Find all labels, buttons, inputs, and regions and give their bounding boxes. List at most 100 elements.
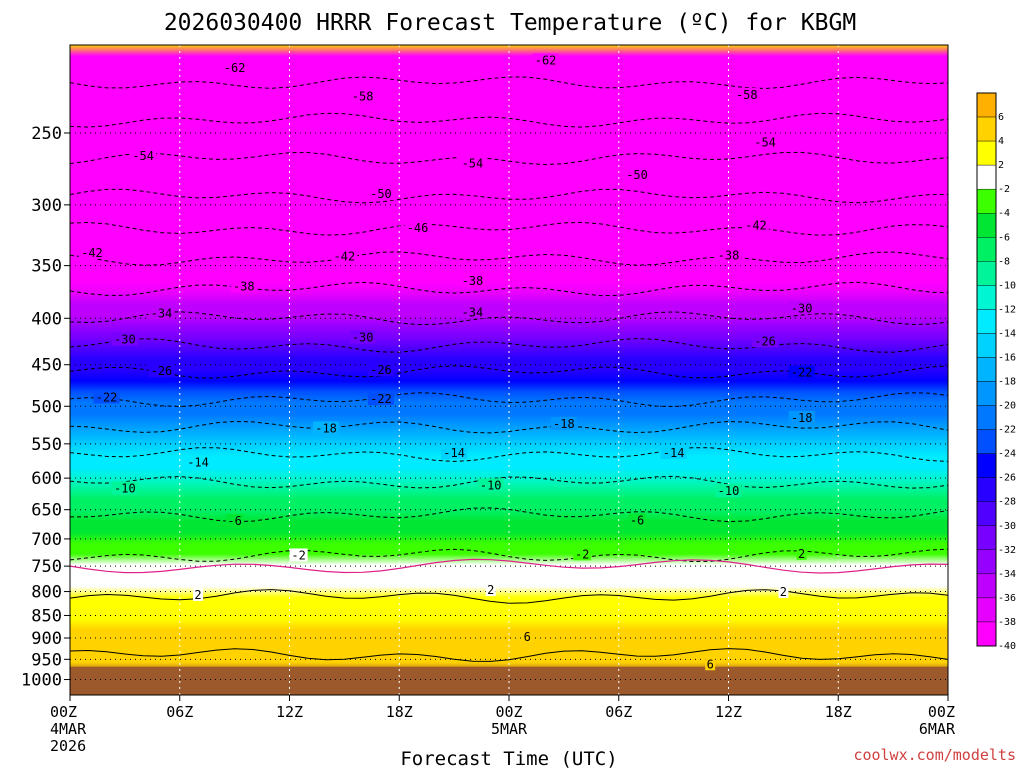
contour-label-background: [331, 249, 358, 263]
contour-label-background: [778, 585, 789, 599]
y-tick-label: 550: [31, 435, 62, 455]
x-tick-date-label: 6MAR: [919, 720, 956, 738]
contour-label-background: [752, 334, 779, 348]
credit-text[interactable]: coolwx.com/modelts: [853, 746, 1016, 764]
contour-label: -42: [81, 246, 103, 260]
x-tick-date-label: 4MAR: [50, 720, 87, 738]
legend-swatch: [976, 405, 997, 430]
legend-label: -36: [998, 593, 1016, 604]
contour-label-background: [459, 156, 486, 170]
contour-label: -34: [151, 306, 173, 320]
legend-swatch: [976, 164, 997, 190]
contour-label-background: [550, 416, 577, 430]
isotherm-contour: [70, 648, 948, 662]
y-tick-label: 850: [31, 606, 62, 626]
contour-label: -46: [407, 221, 429, 235]
contour-label-background: [230, 279, 257, 293]
contour-label: -2: [575, 547, 589, 561]
contour-label: -38: [462, 274, 484, 288]
x-axis-label: Forecast Time (UTC): [400, 748, 617, 768]
legend-label: -20: [998, 401, 1016, 412]
legend-swatch: [976, 261, 997, 286]
legend-label: -18: [998, 377, 1016, 388]
legend-frame: [976, 92, 997, 647]
isotherm-contour: [70, 112, 948, 128]
contour-label-background: [221, 60, 248, 74]
legend-swatch: [976, 429, 997, 454]
contour-label-background: [441, 446, 468, 460]
contour-label-background: [522, 630, 533, 644]
contour-label: -10: [718, 484, 740, 498]
x-tick-label: 18Z: [825, 703, 852, 721]
y-tick-label: 750: [31, 557, 62, 577]
y-tick-label: 1000: [21, 671, 62, 691]
chart-title: 2026030400 HRRR Forecast Temperature (ºC…: [164, 10, 856, 36]
contour-label: -54: [754, 135, 776, 149]
legend-swatch: [976, 140, 997, 166]
contour-label-background: [715, 484, 742, 498]
contour-label-background: [367, 362, 394, 376]
contour-label-background: [111, 332, 138, 346]
contour-label: 2: [798, 547, 805, 561]
legend-label: -28: [998, 497, 1016, 508]
contour-label: 6: [707, 657, 714, 671]
contour-label-background: [367, 392, 394, 406]
y-tick-label: 450: [31, 356, 62, 376]
contour-label: -54: [132, 149, 154, 163]
y-tick-label: 500: [31, 397, 62, 417]
contour-label: -26: [370, 363, 392, 377]
contour-label: -42: [334, 250, 356, 264]
isotherm-contour: [70, 338, 948, 353]
y-tick-label: 400: [31, 309, 62, 329]
legend-swatch: [976, 116, 997, 142]
contour-label: -26: [754, 334, 776, 348]
isotherm-contour: [70, 188, 948, 204]
contour-label-background: [193, 587, 204, 601]
legend-label: -40: [998, 641, 1016, 652]
contour-label: -10: [480, 478, 502, 492]
contour-label: -30: [791, 301, 813, 315]
y-tick-label: 900: [31, 629, 62, 649]
legend-swatch: [976, 597, 997, 623]
legend-label: -16: [998, 352, 1016, 363]
legend-swatch: [976, 188, 997, 214]
contour-label-background: [148, 306, 175, 320]
contour-label-background: [660, 446, 687, 460]
contour-label-background: [532, 53, 559, 67]
contour-label-background: [349, 89, 376, 103]
contour-label-background: [289, 548, 308, 562]
contour-label: -26: [151, 364, 173, 378]
contour-label: -6: [227, 514, 241, 528]
legend-swatch: [976, 357, 997, 382]
contour-label: -6: [630, 513, 644, 527]
legend-swatch: [976, 309, 997, 334]
contour-label: -14: [443, 446, 465, 460]
contour-label-background: [477, 478, 504, 492]
contour-label: -22: [96, 390, 118, 404]
isotherm-contour: [70, 251, 948, 266]
legend-swatch: [976, 285, 997, 310]
legend-swatch: [976, 525, 997, 551]
contour-label: -18: [315, 421, 337, 435]
contour-label-background: [367, 187, 394, 201]
contour-label: -62: [535, 53, 557, 67]
x-tick-label: 00Z: [495, 703, 522, 721]
contour-label: -38: [233, 279, 255, 293]
contour-label-background: [628, 513, 647, 527]
isotherm-contour: [70, 589, 948, 604]
legend-label: -22: [998, 425, 1016, 436]
contour-label: -30: [114, 332, 136, 346]
contour-label-background: [313, 421, 340, 435]
contour-label: -42: [745, 218, 767, 232]
legend-label: -24: [998, 449, 1016, 460]
isotherm-contour: [70, 221, 948, 236]
contour-label: -18: [791, 411, 813, 425]
contour-label-background: [788, 365, 815, 379]
y-tick-label: 300: [31, 196, 62, 216]
contour-label-background: [624, 167, 651, 181]
isotherm-contour: [70, 420, 948, 434]
y-tick-label: 600: [31, 469, 62, 489]
legend-swatch: [976, 501, 997, 526]
